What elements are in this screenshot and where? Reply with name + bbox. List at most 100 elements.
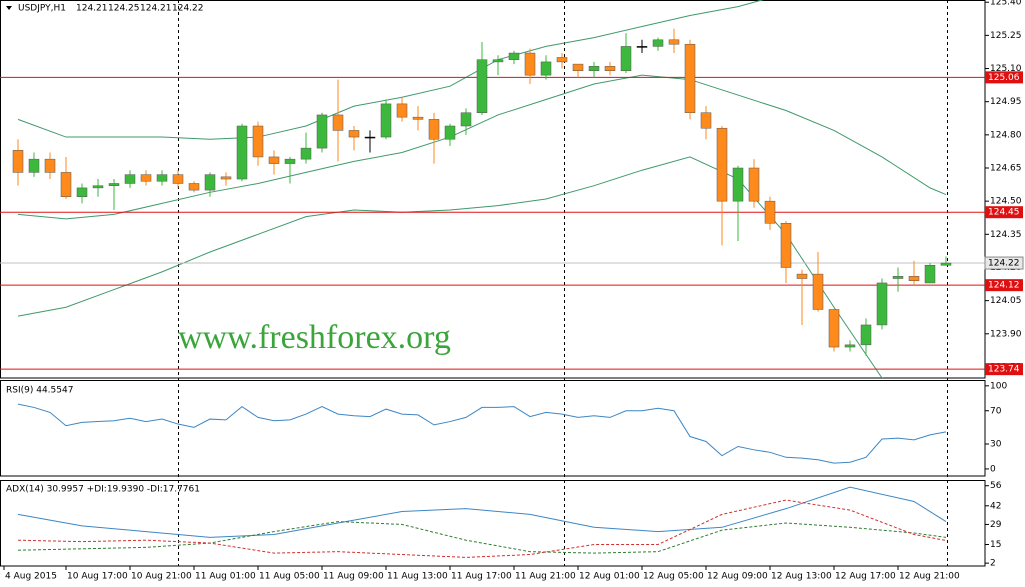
candle-body — [332, 114, 344, 131]
candle-body — [316, 114, 328, 149]
level-label: 124.12 — [988, 281, 1020, 291]
candle-body — [892, 276, 904, 279]
candle-body — [124, 174, 136, 184]
level-label-box — [985, 71, 1023, 84]
candle-body — [12, 150, 24, 173]
candle-body — [604, 66, 616, 71]
y-tick-label: 124.50 — [990, 197, 1022, 207]
x-tick-label: 12 Aug 17:00 — [835, 572, 896, 582]
candle-body — [844, 344, 856, 348]
main-panel — [0, 0, 986, 379]
candle-body — [428, 119, 440, 140]
rsi-title: RSI(9) 44.5547 — [6, 386, 73, 396]
x-tick-label: 11 Aug 21:00 — [515, 572, 576, 582]
candle-body — [876, 282, 888, 326]
candle-body — [460, 112, 472, 127]
candle-body — [524, 52, 536, 76]
quote-high: 124.25 — [108, 4, 140, 14]
level-label: 123.74 — [988, 365, 1020, 375]
y-tick-label: 0 — [990, 464, 996, 474]
candle-body — [444, 125, 456, 140]
candle-body — [684, 43, 696, 113]
candle-body — [780, 223, 792, 268]
candle-body — [108, 183, 120, 186]
candle-body — [268, 156, 280, 164]
x-tick-label: 11 Aug 09:00 — [323, 572, 384, 582]
price-label-box — [984, 256, 1024, 270]
y-tick-label: 15 — [990, 540, 1001, 550]
level-label-box — [985, 279, 1023, 292]
candle-body — [380, 103, 392, 138]
y-tick-label: 30 — [990, 440, 1002, 450]
x-tick-label: 12 Aug 05:00 — [643, 572, 704, 582]
quote-close: 124.22 — [172, 4, 204, 14]
y-tick-label: 125.25 — [990, 31, 1022, 41]
y-tick-label: 124.65 — [990, 164, 1022, 174]
candle-body — [748, 167, 760, 202]
y-tick-label: 124.35 — [990, 230, 1022, 240]
quote-low: 124.21 — [140, 4, 172, 14]
candle-body — [636, 46, 648, 48]
candle-body — [796, 273, 808, 279]
candle-body — [764, 200, 776, 224]
y-tick-label: 124.95 — [990, 97, 1022, 107]
x-tick-label: 11 Aug 13:00 — [387, 572, 448, 582]
rsi-panel — [0, 380, 986, 477]
x-tick-label: 12 Aug 13:00 — [771, 572, 832, 582]
candle-body — [556, 57, 568, 63]
candle-body — [572, 63, 584, 71]
indicator-line — [17, 521, 947, 554]
candle-body — [812, 273, 824, 310]
plot-area — [17, 486, 947, 558]
candle-body — [508, 52, 520, 60]
y-tick-label: 56 — [990, 481, 1002, 491]
y-tick-label: 42 — [990, 501, 1001, 511]
plot-area — [0, 0, 985, 378]
y-tick-label: 124.80 — [990, 130, 1022, 140]
candle-body — [700, 112, 712, 129]
indicator-line — [17, 403, 947, 464]
level-label-box — [985, 363, 1023, 376]
candle-body — [908, 276, 920, 281]
candle-body — [44, 158, 56, 173]
level-label: 124.45 — [988, 208, 1020, 218]
period-separators — [178, 0, 948, 566]
candle-body — [492, 59, 504, 63]
x-tick-label: 11 Aug 05:00 — [259, 572, 320, 582]
candle-body — [860, 324, 872, 346]
x-tick-label: 11 Aug 17:00 — [451, 572, 512, 582]
candle-body — [828, 309, 840, 348]
quote-open: 124.21 — [76, 4, 108, 14]
x-tick-label: 11 Aug 01:00 — [195, 572, 256, 582]
x-tick-label: 4 Aug 2015 — [5, 572, 57, 582]
candle-body — [540, 61, 552, 76]
level-label-box — [985, 206, 1023, 219]
candle-body — [588, 66, 600, 71]
candle-body — [652, 39, 664, 47]
y-tick-label: 124.05 — [990, 296, 1022, 306]
symbol: USDJPY,H1 — [18, 4, 66, 14]
candle-body — [76, 187, 88, 197]
candle-body — [732, 167, 744, 202]
plot-area — [17, 403, 947, 464]
candle-body — [236, 125, 248, 180]
candle-body — [220, 176, 232, 180]
y-tick-label: 125.10 — [990, 64, 1022, 74]
candle-body — [140, 174, 152, 182]
candle-body — [156, 174, 168, 182]
candle-body — [92, 185, 104, 189]
candle-body — [188, 183, 200, 191]
indicator-line — [17, 499, 947, 558]
candle-body — [716, 127, 728, 202]
y-tick-label: 100 — [990, 381, 1007, 391]
bollinger-band — [17, 74, 947, 220]
candle-body — [396, 103, 408, 118]
candle-body — [940, 262, 952, 266]
adx-panel — [0, 480, 986, 567]
candle-body — [204, 174, 216, 191]
candle-body — [668, 39, 680, 45]
candle-body — [28, 158, 40, 173]
bollinger-band — [17, 156, 883, 378]
x-tick-label: 10 Aug 17:00 — [67, 572, 128, 582]
